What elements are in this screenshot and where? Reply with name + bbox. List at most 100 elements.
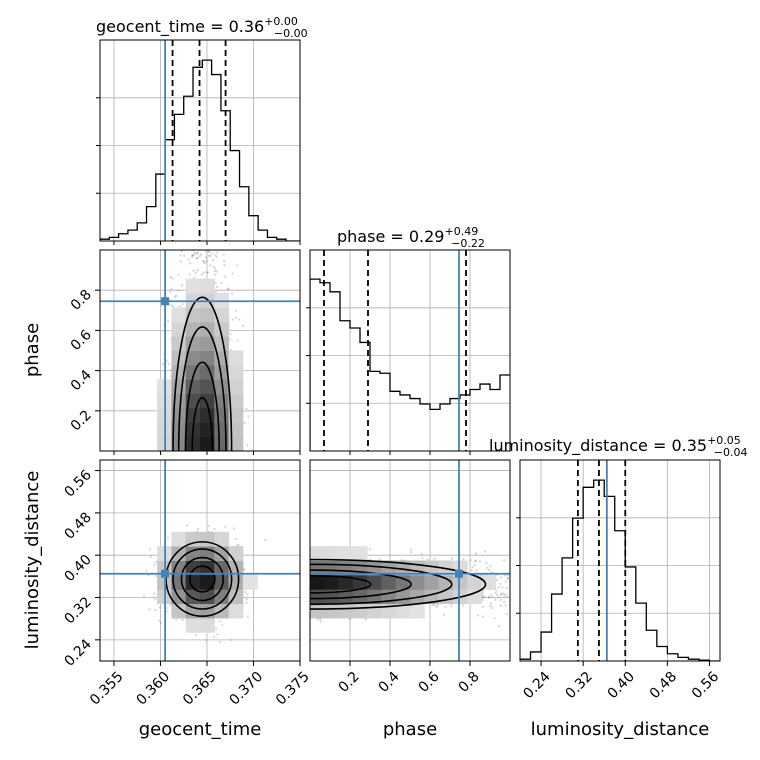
- histogram-step-geocent_time: [100, 59, 300, 241]
- sample-point: [504, 603, 507, 607]
- contour-1: [184, 361, 221, 451]
- contour-3: [310, 558, 487, 610]
- sample-point: [450, 605, 453, 608]
- sample-point: [167, 362, 170, 365]
- sample-point: [200, 273, 204, 276]
- sample-point: [475, 569, 478, 572]
- sample-point: [154, 560, 158, 564]
- sample-point: [243, 568, 246, 571]
- sample-point: [206, 271, 210, 274]
- title-geocent-time: geocent_time = 0.36+0.00 −0.00: [96, 15, 308, 40]
- sample-point: [236, 264, 239, 267]
- density-cell: [214, 364, 230, 380]
- sample-point: [170, 288, 173, 291]
- sample-point: [193, 253, 196, 256]
- xtick-label-luminosity_distance: 0.24: [520, 669, 553, 702]
- sample-point: [149, 555, 152, 558]
- contour-2: [310, 563, 453, 606]
- sample-point: [169, 304, 172, 307]
- sample-point: [193, 251, 196, 254]
- sample-point: [189, 262, 192, 265]
- contour-0: [191, 397, 214, 451]
- xtick-label-luminosity_distance: 0.56: [689, 669, 722, 702]
- sample-point: [205, 250, 208, 253]
- sample-point: [207, 250, 210, 254]
- sample-point: [500, 593, 503, 597]
- ytick-label-phase: 0.6: [68, 327, 95, 354]
- density-cell: [171, 379, 187, 395]
- sample-point: [247, 415, 250, 418]
- sample-point: [153, 563, 156, 566]
- sample-point: [474, 552, 478, 555]
- sample-point: [234, 309, 237, 313]
- density-cell: [242, 574, 258, 590]
- sample-point: [316, 618, 319, 621]
- sample-point: [165, 359, 168, 362]
- sample-point: [207, 524, 210, 528]
- truth-marker: [455, 569, 463, 578]
- sample-point: [202, 271, 206, 274]
- sample-point: [159, 621, 162, 625]
- sample-point: [487, 595, 491, 598]
- sample-point: [213, 635, 216, 638]
- density-cell: [200, 617, 215, 633]
- density-cell: [171, 603, 187, 619]
- density-distance-vs-geocent-time-panel: [100, 460, 300, 661]
- ytick-label-phase: 0.8: [68, 287, 95, 314]
- density-cell: [200, 407, 215, 423]
- sample-point: [213, 528, 216, 531]
- xtick-label-geocent_time: 0.365: [180, 669, 220, 709]
- density-cell: [367, 603, 382, 619]
- ylabel-luminosity-distance: luminosity_distance: [22, 471, 43, 650]
- sample-point: [462, 558, 465, 561]
- density-cell: [214, 574, 230, 590]
- sample-point: [229, 332, 232, 335]
- sample-point: [444, 606, 447, 609]
- sample-point: [348, 618, 351, 621]
- sample-point: [499, 604, 502, 607]
- density-cell: [324, 574, 340, 590]
- sample-point: [177, 273, 180, 276]
- xlabel-geocent-time: geocent_time: [139, 719, 262, 740]
- sample-point: [245, 601, 248, 604]
- xtick-label-phase: 0.8: [456, 669, 483, 696]
- sample-point: [181, 303, 184, 306]
- xtick-label-phase: 0.2: [336, 669, 363, 696]
- sample-point: [191, 254, 194, 257]
- density-cell: [310, 589, 325, 605]
- sample-point: [145, 569, 148, 572]
- density-cell: [424, 560, 440, 576]
- sample-point: [197, 527, 200, 531]
- density-cell: [228, 407, 244, 423]
- density-cell: [367, 574, 382, 590]
- density-cell: [214, 393, 230, 409]
- density-cell: [228, 422, 244, 438]
- panel-frame-10: [99, 249, 301, 452]
- histogram-luminosity-distance-panel: [520, 460, 720, 661]
- ytick-label-luminosity_distance: 0.24: [61, 636, 94, 669]
- density-cell: [171, 364, 187, 380]
- density-cell: [200, 278, 215, 294]
- sample-point: [216, 251, 219, 254]
- sample-point: [482, 595, 485, 598]
- sample-point: [181, 618, 184, 621]
- sample-point: [506, 576, 510, 579]
- sample-point: [476, 614, 480, 617]
- sample-point: [487, 596, 491, 599]
- sample-point: [148, 548, 152, 551]
- sample-point: [154, 608, 157, 612]
- sample-point: [320, 620, 323, 623]
- ytick-label-luminosity_distance: 0.32: [61, 594, 94, 627]
- sample-point: [231, 272, 234, 275]
- sample-point: [483, 595, 486, 599]
- density-cell: [228, 560, 244, 576]
- sample-point: [214, 281, 217, 285]
- sample-point: [214, 267, 217, 270]
- histogram-step-luminosity_distance: [520, 479, 720, 661]
- sample-point: [216, 285, 219, 289]
- density-cell: [214, 379, 230, 395]
- density-cell: [228, 603, 244, 619]
- sample-point: [196, 251, 199, 254]
- density-cell: [395, 603, 411, 619]
- ytick-label-luminosity_distance: 0.48: [61, 509, 94, 542]
